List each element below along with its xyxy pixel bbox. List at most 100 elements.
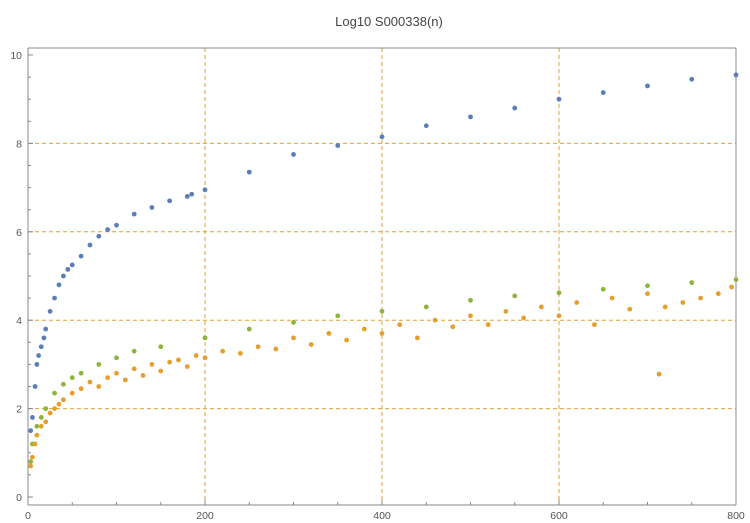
point-s1-10	[56, 282, 62, 288]
point-s3-19	[149, 362, 155, 367]
point-s3-11	[78, 386, 84, 392]
point-s1-6	[41, 335, 47, 341]
point-s3-39	[450, 324, 456, 330]
point-s1-18	[114, 222, 119, 228]
point-s3-23	[184, 364, 190, 370]
point-s1-5	[38, 344, 44, 350]
point-s3-9	[61, 397, 66, 403]
point-s1-31	[512, 105, 518, 111]
point-s3-37	[415, 335, 420, 341]
point-s3-25	[202, 355, 208, 361]
series-1	[28, 72, 739, 434]
point-s3-30	[291, 335, 296, 341]
point-s3-31	[308, 342, 314, 347]
point-s3-4	[38, 423, 44, 429]
point-s3-10	[69, 390, 75, 396]
y-tick-label-8: 8	[16, 138, 22, 150]
y-tick-label-0: 0	[16, 492, 22, 504]
point-s3-36	[397, 322, 403, 328]
point-s3-32	[326, 331, 332, 336]
ticks-layer: 0 200 400 600 800 0 2 4 6 8 10	[10, 50, 745, 522]
point-s3-1	[30, 454, 35, 460]
x-tick-label-200: 200	[196, 510, 214, 522]
point-s1-29	[423, 123, 429, 129]
point-s3-44	[538, 304, 544, 310]
point-s3-33	[344, 337, 349, 343]
x-tick-label-600: 600	[550, 510, 568, 522]
point-s3-42	[503, 308, 509, 314]
point-s3-35	[379, 331, 385, 336]
point-s2-12	[158, 344, 164, 350]
point-s3-54	[698, 295, 703, 301]
point-s3-41	[485, 322, 491, 328]
point-s1-22	[184, 194, 190, 199]
series-3	[28, 284, 734, 469]
point-s1-35	[689, 76, 695, 82]
point-s3-47	[592, 322, 597, 328]
point-s1-4	[36, 353, 42, 358]
point-s2-22	[600, 286, 606, 292]
point-s1-9	[52, 295, 57, 301]
point-s2-24	[689, 280, 695, 286]
point-s3-38	[432, 317, 438, 323]
point-s2-17	[379, 308, 385, 314]
point-s2-25	[733, 277, 739, 282]
point-s1-30	[468, 114, 473, 120]
point-s2-10	[114, 355, 119, 361]
point-s2-4	[43, 406, 49, 411]
point-s2-14	[246, 326, 252, 332]
point-s3-51	[656, 371, 662, 377]
point-s3-6	[47, 410, 53, 416]
point-s3-43	[521, 315, 526, 321]
point-s1-27	[335, 143, 341, 149]
point-s1-7	[43, 326, 49, 332]
point-s3-26	[220, 348, 226, 354]
point-s3-2	[32, 441, 38, 447]
point-s1-33	[600, 90, 606, 95]
point-s1-14	[78, 253, 84, 259]
point-s3-21	[167, 359, 173, 365]
point-s2-18	[423, 304, 429, 310]
point-s2-7	[69, 375, 75, 381]
point-s2-13	[202, 335, 208, 341]
point-s1-16	[96, 233, 102, 239]
point-s1-8	[47, 308, 53, 314]
point-s3-56	[729, 284, 734, 290]
point-s3-28	[255, 344, 261, 350]
point-s3-5	[43, 419, 49, 425]
point-s1-20	[149, 205, 155, 210]
point-s2-20	[512, 293, 518, 299]
grid-layer	[28, 48, 736, 505]
point-s3-34	[361, 326, 367, 332]
point-s3-46	[574, 300, 580, 305]
point-s3-52	[662, 304, 668, 310]
point-s3-18	[140, 373, 146, 378]
point-s3-0	[28, 463, 34, 469]
point-s3-22	[176, 357, 181, 363]
y-tick-label-4: 4	[16, 315, 22, 327]
point-s3-27	[238, 350, 243, 356]
point-s2-23	[645, 283, 650, 289]
point-s2-3	[38, 415, 44, 420]
point-s1-11	[61, 273, 66, 279]
point-s3-8	[56, 401, 62, 407]
point-s3-7	[52, 406, 57, 411]
point-s1-26	[291, 152, 296, 157]
point-s2-19	[468, 297, 473, 303]
point-s1-1	[30, 415, 35, 420]
point-s2-2	[34, 423, 40, 429]
point-s2-16	[335, 313, 341, 319]
point-s2-11	[131, 348, 137, 354]
point-s3-53	[680, 300, 686, 305]
point-s3-40	[468, 313, 473, 319]
point-s2-0	[28, 459, 34, 465]
point-s3-20	[158, 368, 164, 374]
point-s3-24	[193, 353, 199, 358]
point-s3-15	[114, 370, 119, 376]
point-s3-50	[645, 291, 650, 297]
point-s3-49	[627, 306, 633, 312]
point-s3-3	[34, 432, 40, 438]
point-s1-12	[65, 266, 71, 272]
point-s1-15	[87, 242, 93, 248]
points-layer	[28, 72, 739, 469]
